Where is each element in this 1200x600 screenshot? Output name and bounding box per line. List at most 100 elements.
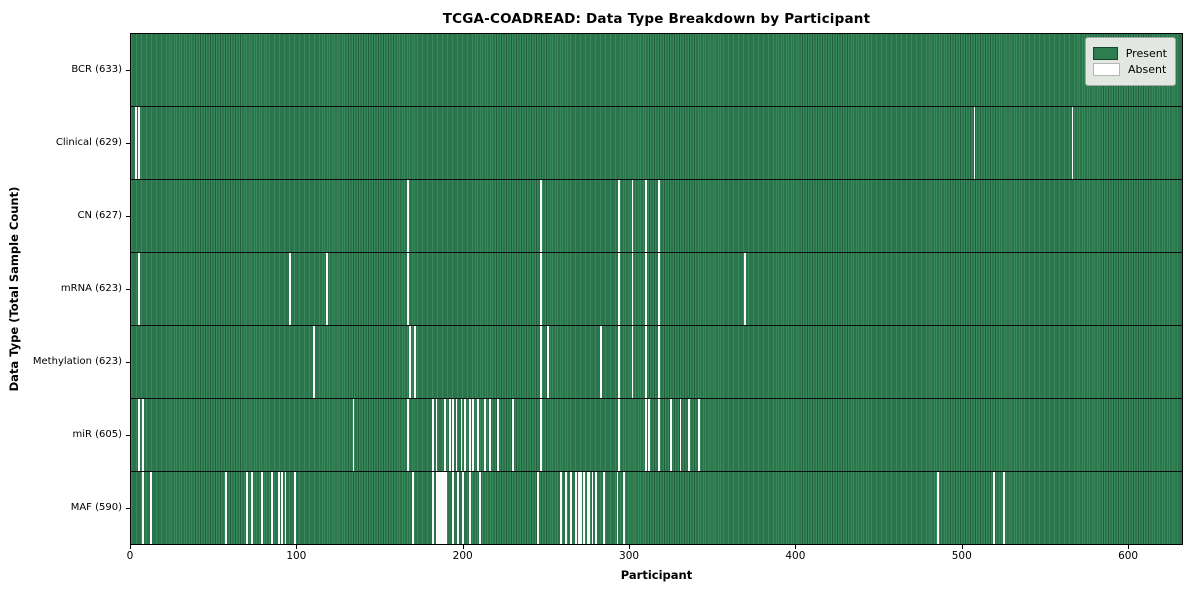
absent-stripe: [409, 326, 411, 398]
legend-entry-absent: Absent: [1093, 63, 1167, 76]
heatmap-row-methylation: [131, 326, 1182, 399]
absent-stripe: [246, 472, 249, 544]
absent-stripe: [432, 472, 435, 544]
absent-stripe: [570, 472, 572, 544]
y-tick-label-mir: miR (605): [72, 429, 122, 441]
absent-stripe: [648, 399, 650, 471]
absent-stripe: [455, 399, 458, 471]
y-tick-mark: [126, 435, 130, 437]
x-tick-mark: [629, 545, 631, 549]
heatmap-row-bcr: [131, 34, 1182, 107]
absent-stripe: [658, 253, 660, 325]
x-tick-mark: [1128, 545, 1130, 549]
x-tick-label-300: 300: [619, 550, 640, 562]
absent-stripe: [658, 180, 660, 252]
absent-stripe: [973, 107, 976, 179]
legend: Present Absent: [1085, 37, 1176, 86]
absent-stripe: [644, 326, 647, 398]
y-axis-label: Data Type (Total Sample Count): [7, 186, 21, 392]
absent-stripe: [658, 326, 660, 398]
y-tick-mark: [126, 289, 130, 290]
absent-stripe: [435, 399, 438, 471]
absent-stripe: [540, 180, 542, 252]
legend-label-present: Present: [1125, 47, 1167, 60]
absent-stripe: [540, 399, 542, 471]
absent-stripe: [488, 399, 491, 471]
y-tick-mark: [126, 69, 130, 71]
x-tick-mark: [462, 545, 464, 549]
absent-stripe: [540, 326, 542, 398]
y-tick-mark: [126, 362, 130, 364]
absent-stripe: [511, 399, 514, 471]
legend-label-absent: Absent: [1128, 63, 1167, 76]
absent-stripe: [460, 399, 463, 471]
absent-stripe: [138, 253, 141, 325]
y-tick-label-clinical: Clinical (629): [55, 136, 122, 148]
absent-stripe: [618, 253, 621, 325]
y-tick-mark: [126, 508, 130, 510]
absent-stripe: [578, 472, 581, 544]
absent-stripe: [432, 399, 435, 471]
absent-stripe: [271, 472, 274, 544]
x-tick-label-0: 0: [126, 550, 134, 562]
absent-stripe: [1003, 472, 1006, 544]
absent-stripe: [565, 472, 567, 544]
absent-stripe: [445, 472, 448, 544]
y-tick-label-bcr: BCR (633): [71, 63, 122, 75]
absent-stripe: [440, 472, 443, 544]
absent-stripe: [452, 472, 454, 544]
x-tick-label-200: 200: [452, 550, 473, 562]
absent-stripe: [452, 399, 454, 471]
x-tick-mark: [961, 545, 963, 549]
y-tick-label-mrna: mRNA (623): [60, 283, 122, 294]
absent-stripe: [294, 472, 297, 544]
y-tick-mark: [126, 142, 130, 144]
x-axis-label: Participant: [620, 568, 693, 582]
absent-stripe: [414, 326, 416, 398]
absent-stripe: [631, 253, 634, 325]
absent-stripe: [443, 472, 446, 544]
chart-title: TCGA-COADREAD: Data Type Breakdown by Pa…: [442, 11, 871, 27]
absent-stripe: [281, 472, 283, 544]
absent-stripe: [658, 399, 660, 471]
absent-stripe: [560, 472, 562, 544]
absent-stripe: [284, 472, 287, 544]
absent-stripe: [141, 472, 144, 544]
x-tick-label-500: 500: [951, 550, 972, 562]
absent-stripe: [623, 472, 626, 544]
absent-stripe: [135, 107, 137, 179]
absent-stripe: [443, 399, 446, 471]
heatmap-row-clinical: [131, 107, 1182, 180]
absent-stripe: [993, 472, 996, 544]
absent-stripe: [937, 472, 939, 544]
absent-stripe: [150, 472, 152, 544]
absent-stripe: [546, 326, 549, 398]
absent-stripe: [412, 472, 415, 544]
absent-stripe: [616, 472, 619, 544]
heatmap-row-maf: [131, 472, 1182, 544]
absent-stripe: [224, 472, 227, 544]
absent-stripe: [679, 399, 682, 471]
x-tick-label-400: 400: [785, 550, 806, 562]
present-swatch-icon: [1093, 47, 1118, 60]
absent-stripe: [687, 399, 690, 471]
absent-stripe: [407, 180, 410, 252]
absent-stripe: [138, 399, 141, 471]
absent-stripe: [468, 472, 471, 544]
absent-stripe: [463, 399, 466, 471]
absent-stripe: [407, 253, 410, 325]
absent-stripe: [669, 399, 672, 471]
absent-stripe: [407, 399, 410, 471]
absent-stripe: [631, 326, 634, 398]
absent-stripe: [462, 472, 464, 544]
absent-stripe: [437, 472, 440, 544]
absent-stripe: [261, 472, 264, 544]
absent-stripe: [138, 107, 141, 179]
absent-stripe: [599, 326, 602, 398]
legend-entry-present: Present: [1093, 47, 1167, 60]
absent-stripe: [497, 399, 499, 471]
absent-stripe: [618, 180, 621, 252]
absent-stripe: [483, 399, 486, 471]
y-tick-label-methylation: Methylation (623): [32, 356, 122, 368]
